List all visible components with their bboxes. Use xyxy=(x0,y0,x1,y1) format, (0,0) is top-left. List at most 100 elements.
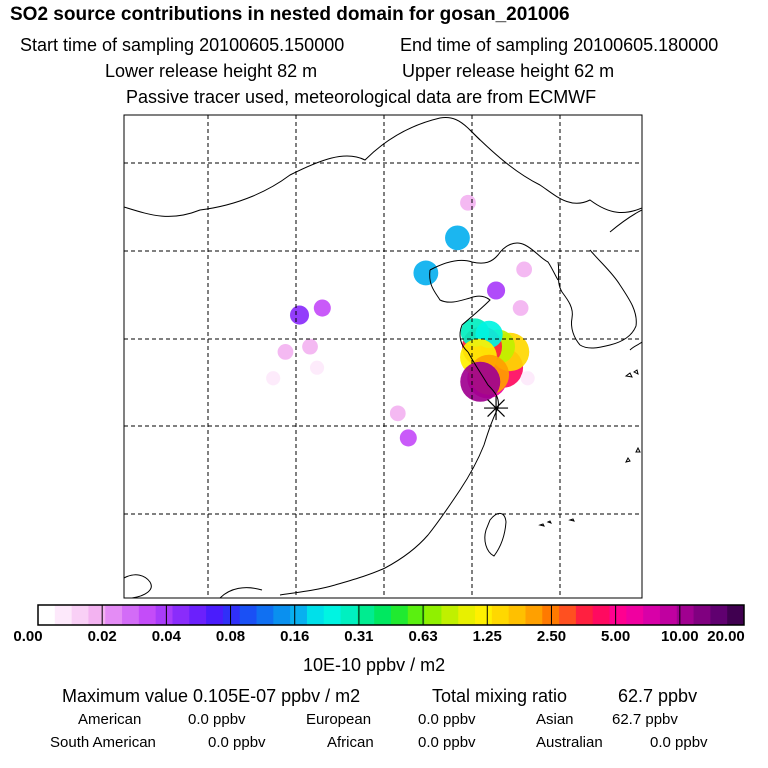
plume-cell xyxy=(460,361,501,402)
colorbar-tick-label: 0.00 xyxy=(13,628,43,645)
colorbar-cell xyxy=(172,605,190,625)
colorbar-cell xyxy=(727,605,745,625)
colorbar-tick-label: 0.04 xyxy=(151,628,181,645)
colorbar-cell xyxy=(323,605,342,625)
colorbar-cell xyxy=(71,605,89,625)
colorbar-cell xyxy=(340,605,358,625)
european-value: 0.0 ppbv xyxy=(418,711,476,728)
chart-title: SO2 source contributions in nested domai… xyxy=(10,4,570,25)
coastline-japan xyxy=(609,209,642,351)
coastlines xyxy=(124,117,642,598)
max-value-label: Maximum value 0.105E-07 ppbv / m2 xyxy=(62,686,361,706)
colorbar-tick-label: 0.31 xyxy=(344,628,374,645)
coastline-manchuria-border xyxy=(469,129,642,213)
plume-cell xyxy=(277,344,294,360)
plume-cell xyxy=(520,371,535,386)
colorbar-tick-label: 20.00 xyxy=(707,628,745,645)
colorbar-cell xyxy=(424,605,442,625)
colorbar-cell xyxy=(122,605,140,625)
colorbar-unit-label: 10E-10 ppbv / m2 xyxy=(303,655,446,675)
colorbar-cell xyxy=(542,605,560,625)
colorbar-frame xyxy=(37,604,745,626)
coastline-south-china xyxy=(124,574,336,598)
plume-cell xyxy=(389,405,406,422)
colorbar-cell xyxy=(441,605,459,625)
colorbar-tick-label: 10.00 xyxy=(661,628,699,645)
colorbar-cell xyxy=(189,605,207,625)
south-american-value: 0.0 ppbv xyxy=(208,734,266,751)
american-value: 0.0 ppbv xyxy=(188,711,246,728)
lower-release-label: Lower release height 82 m xyxy=(105,61,318,81)
colorbar-cell xyxy=(391,605,409,625)
colorbar-cell xyxy=(256,605,274,625)
tracer-label: Passive tracer used, meteorological data… xyxy=(126,87,597,107)
colorbar-cell xyxy=(659,605,678,625)
start-time-label: Start time of sampling 20100605.150000 xyxy=(20,35,345,55)
colorbar-tick-label: 5.00 xyxy=(601,628,631,645)
colorbar-cell xyxy=(693,605,711,625)
colorbar-cell xyxy=(592,605,611,625)
colorbar-cell xyxy=(54,605,73,625)
plume-cell xyxy=(289,305,310,325)
colorbar-tick-label: 1.25 xyxy=(472,628,502,645)
colorbar-cell xyxy=(290,605,308,625)
american-label: American xyxy=(78,711,142,728)
colorbar-cell xyxy=(306,605,325,625)
map-frame xyxy=(123,114,643,599)
colorbar-cell xyxy=(407,605,426,625)
colorbar-cell xyxy=(206,605,224,625)
colorbar-cell xyxy=(475,605,493,625)
plume-cell xyxy=(512,300,529,316)
asian-label: Asian xyxy=(536,711,574,728)
coastline-korea-west xyxy=(557,261,581,346)
colorbar-tick-label: 0.16 xyxy=(280,628,310,645)
coastline-north-border xyxy=(124,117,481,217)
coastline-shandong xyxy=(429,269,491,353)
receptor-asterisk-icon xyxy=(484,396,509,421)
plume-cell xyxy=(309,360,325,375)
colorbar-cell xyxy=(273,605,291,625)
coastline-bohai xyxy=(429,242,559,281)
plume-cell xyxy=(313,299,331,317)
plume-cell xyxy=(445,225,470,251)
australian-value: 0.0 ppbv xyxy=(650,734,708,751)
plume-cell xyxy=(516,261,533,278)
plume-cell xyxy=(399,429,417,447)
colorbar-cell xyxy=(710,605,728,625)
plume-cell xyxy=(487,281,506,300)
colorbar-cell xyxy=(458,605,476,625)
african-label: African xyxy=(327,734,374,751)
receptor-asterisk-stroke xyxy=(487,399,505,417)
upper-release-label: Upper release height 62 m xyxy=(402,61,615,81)
colorbar-cell xyxy=(105,605,123,625)
plume-cell xyxy=(266,371,281,386)
plume-cell xyxy=(302,338,318,355)
european-label: European xyxy=(306,711,372,728)
asian-value: 62.7 ppbv xyxy=(612,711,678,728)
coastline-korea-east xyxy=(579,249,637,349)
colorbar-cell xyxy=(374,605,392,625)
colorbar-cell xyxy=(88,605,106,625)
total-mixing-label: Total mixing ratio xyxy=(432,686,568,706)
colorbar-cell xyxy=(491,605,510,625)
colorbar-cell xyxy=(38,605,56,625)
end-time-label: End time of sampling 20100605.180000 xyxy=(400,35,719,55)
colorbar-tick-label: 0.63 xyxy=(408,628,438,645)
coastline-taiwan xyxy=(484,513,507,557)
colorbar-cell xyxy=(357,605,375,625)
grid-lines xyxy=(124,115,642,598)
colorbar-cell xyxy=(155,605,173,625)
colorbar-cell xyxy=(525,605,543,625)
colorbar-cell xyxy=(559,605,577,625)
colorbar-cell xyxy=(138,605,157,625)
colorbar-cell xyxy=(575,605,594,625)
total-mixing-value: 62.7 ppbv xyxy=(618,686,698,706)
colorbar-cell xyxy=(609,605,627,625)
colorbar-tick-label: 2.50 xyxy=(536,628,567,645)
african-value: 0.0 ppbv xyxy=(418,734,476,751)
colorbar-cell xyxy=(676,605,695,625)
colorbar-cell xyxy=(508,605,526,625)
coastline-islands xyxy=(538,369,641,527)
